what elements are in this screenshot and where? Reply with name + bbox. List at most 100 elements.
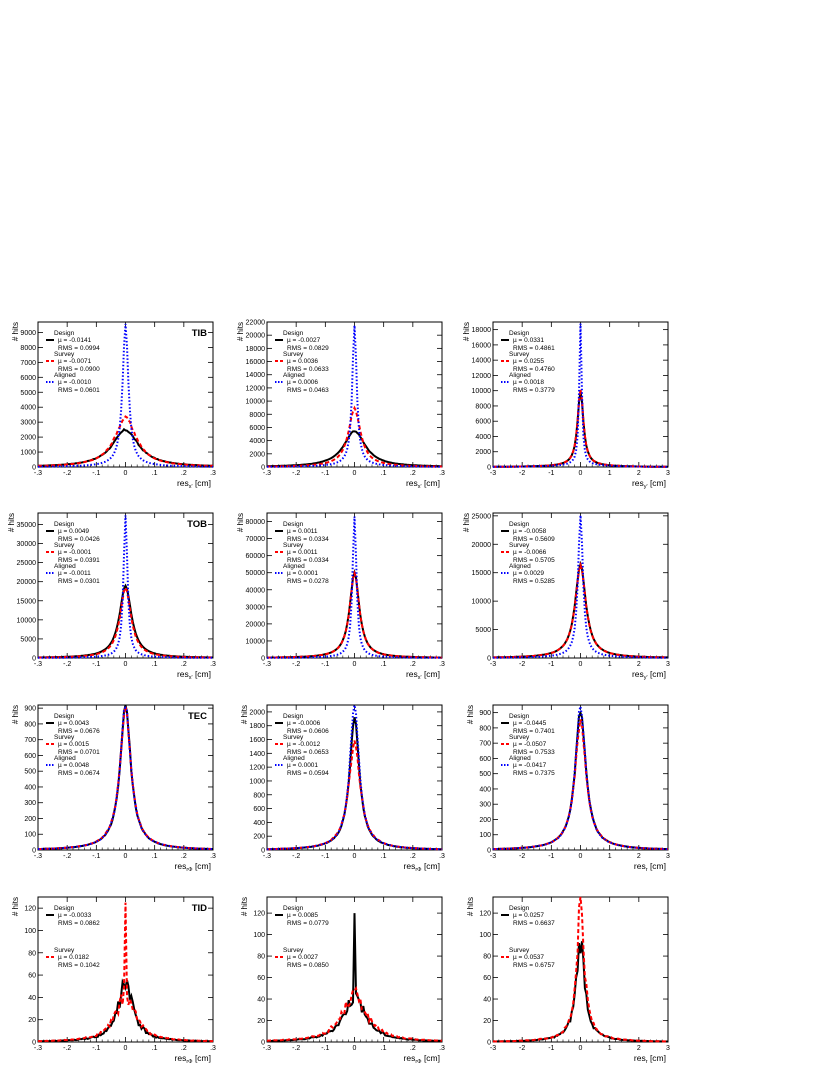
y-tick-label: 200 bbox=[24, 816, 36, 823]
legend-rms: RMS = 0.5285 bbox=[513, 578, 555, 585]
chart-panel-tob: -.3 -.2 -.1 0 .1 .2 .3 0 5000 10000 15000 20000 2500… bbox=[7, 512, 216, 681]
y-axis-label: # hits bbox=[11, 322, 20, 341]
x-tick-label: .1 bbox=[381, 661, 387, 668]
x-tick-label: .1 bbox=[152, 470, 158, 477]
series-line-aligned bbox=[493, 706, 668, 851]
y-tick-label: 9000 bbox=[20, 330, 36, 337]
y-tick-label: 0 bbox=[487, 848, 491, 855]
legend-mu: µ = 0.0257 bbox=[513, 912, 544, 919]
y-tick-label: 1200 bbox=[249, 765, 265, 772]
legend-rms: RMS = 0.0633 bbox=[287, 366, 329, 373]
legend-rms: RMS = 0.0594 bbox=[287, 770, 329, 777]
legend-rms: RMS = 0.0601 bbox=[58, 387, 100, 394]
y-tick-label: 0 bbox=[32, 656, 36, 663]
y-tick-label: 10000 bbox=[246, 399, 266, 406]
legend-name-aligned: Aligned bbox=[509, 755, 531, 762]
legend-name-design: Design bbox=[509, 713, 530, 720]
y-tick-label: 2000 bbox=[249, 709, 265, 716]
y-tick-label: 12000 bbox=[246, 385, 266, 392]
x-tick-label: 0 bbox=[353, 1045, 357, 1052]
legend-mu: µ = -0.0006 bbox=[287, 720, 321, 727]
y-axis-label: # hits bbox=[11, 897, 20, 916]
x-tick-label: -.3 bbox=[263, 661, 271, 668]
series-line-survey bbox=[37, 415, 214, 467]
y-tick-label: 60000 bbox=[246, 553, 266, 560]
x-axis-label-unit: [cm] bbox=[648, 669, 666, 679]
chart-panel-r1c1: -.3 -.2 -.1 0 .1 .2 .3 0 10000 20000 30000 40000 500… bbox=[236, 512, 445, 681]
legend-name-aligned: Aligned bbox=[283, 755, 305, 762]
legend-name-aligned: Aligned bbox=[283, 563, 305, 570]
y-tick-label: 600 bbox=[253, 806, 265, 813]
y-tick-label: 7000 bbox=[20, 360, 36, 367]
y-tick-label: 900 bbox=[24, 706, 36, 713]
x-axis-label-main: res bbox=[632, 478, 644, 488]
x-axis-label-sub: r bbox=[646, 867, 648, 873]
legend-mu: µ = -0.0507 bbox=[513, 741, 547, 748]
legend-name-design: Design bbox=[283, 713, 304, 720]
x-tick-label: -.2 bbox=[292, 661, 300, 668]
x-tick-label: -.2 bbox=[63, 661, 71, 668]
y-tick-label: 0 bbox=[261, 656, 265, 663]
y-tick-label: 6000 bbox=[475, 419, 491, 426]
x-axis-label-main: res bbox=[175, 861, 187, 871]
legend-mu: µ = 0.0537 bbox=[513, 954, 544, 961]
y-tick-label: 100 bbox=[253, 932, 265, 939]
y-tick-label: 800 bbox=[479, 725, 491, 732]
plot-frame bbox=[37, 704, 214, 851]
x-tick-label: -.3 bbox=[263, 470, 271, 477]
x-tick-label: 0 bbox=[353, 661, 357, 668]
x-tick-label: .1 bbox=[152, 853, 158, 860]
x-tick-label: .2 bbox=[181, 470, 187, 477]
y-tick-label: 10000 bbox=[472, 388, 492, 395]
legend-rms: RMS = 0.4861 bbox=[513, 345, 555, 352]
legend-mu: µ = -0.0011 bbox=[58, 570, 91, 577]
y-tick-label: 100 bbox=[24, 832, 36, 839]
x-tick-label: -.1 bbox=[321, 1045, 329, 1052]
chart-panel-r3c2: -3 -2 -1 0 1 2 3 0 20 40 60 80 100 120 # hits resr [cm]… bbox=[466, 896, 670, 1065]
y-tick-label: 70000 bbox=[246, 536, 266, 543]
legend-name-aligned: Aligned bbox=[509, 563, 531, 570]
y-tick-label: 6000 bbox=[20, 375, 36, 382]
y-tick-label: 900 bbox=[479, 710, 491, 717]
x-tick-label: -.3 bbox=[34, 853, 42, 860]
y-tick-label: 6000 bbox=[249, 425, 265, 432]
y-tick-label: 100 bbox=[479, 932, 491, 939]
y-tick-label: 10000 bbox=[17, 617, 37, 624]
legend-mu: µ = 0.0018 bbox=[513, 379, 544, 386]
y-tick-label: 300 bbox=[479, 802, 491, 809]
x-axis-label-main: res bbox=[177, 478, 189, 488]
legend-rms: RMS = 0.0862 bbox=[58, 920, 100, 927]
y-tick-label: 40 bbox=[483, 997, 491, 1004]
chart-panel-tib: -.3 -.2 -.1 0 .1 .2 .3 0 1000 2000 3000 4000 5000 600… bbox=[11, 321, 216, 490]
x-tick-label: .3 bbox=[439, 661, 445, 668]
y-tick-label: 2000 bbox=[20, 435, 36, 442]
y-tick-label: 50000 bbox=[246, 570, 266, 577]
y-tick-label: 20 bbox=[257, 1018, 265, 1025]
legend-name-design: Design bbox=[509, 521, 530, 528]
legend-rms: RMS = 0.6637 bbox=[513, 920, 555, 927]
legend-rms: RMS = 0.0779 bbox=[287, 920, 329, 927]
y-tick-label: 20000 bbox=[246, 621, 266, 628]
x-tick-label: .2 bbox=[410, 853, 416, 860]
x-tick-label: -.3 bbox=[34, 661, 42, 668]
series-line-aligned bbox=[38, 323, 213, 468]
legend-rms: RMS = 0.0463 bbox=[287, 387, 329, 394]
x-axis-label-sub: r bbox=[646, 1059, 648, 1065]
y-tick-label: 14000 bbox=[472, 358, 492, 365]
legend-mu: µ = -0.0417 bbox=[513, 762, 547, 769]
legend-mu: µ = 0.0015 bbox=[58, 741, 89, 748]
x-axis-label-main: res bbox=[404, 1053, 416, 1063]
x-tick-label: -.3 bbox=[34, 470, 42, 477]
y-tick-label: 100 bbox=[24, 928, 36, 935]
x-axis-label: resx' [cm] bbox=[406, 669, 440, 681]
legend-name-design: Design bbox=[54, 905, 75, 912]
legend-name-survey: Survey bbox=[509, 734, 530, 741]
x-tick-label: 1 bbox=[608, 1045, 612, 1052]
x-tick-label: .3 bbox=[210, 661, 216, 668]
x-tick-label: 0 bbox=[579, 470, 583, 477]
x-tick-label: -3 bbox=[490, 853, 496, 860]
x-tick-label: -.2 bbox=[292, 1045, 300, 1052]
legend-mu: µ = -0.0012 bbox=[287, 741, 321, 748]
y-tick-label: 200 bbox=[479, 817, 491, 824]
